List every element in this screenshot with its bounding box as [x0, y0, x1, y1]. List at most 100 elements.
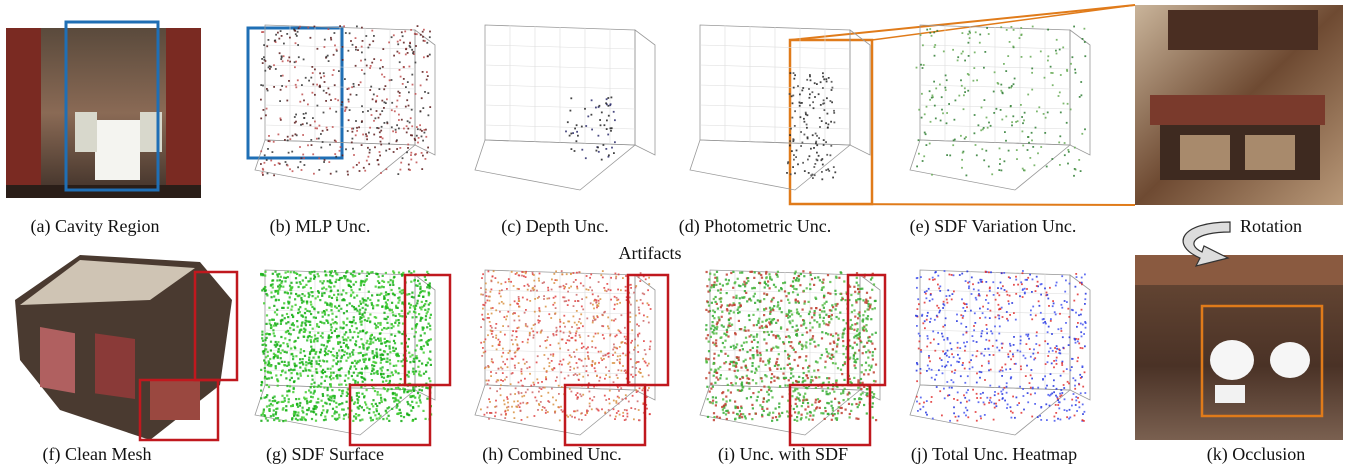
- point: [752, 407, 754, 409]
- point: [559, 348, 561, 350]
- point: [363, 409, 365, 411]
- point: [926, 370, 928, 372]
- point: [341, 277, 343, 279]
- point: [716, 328, 718, 330]
- point: [531, 328, 533, 330]
- point: [642, 389, 644, 391]
- point: [345, 345, 347, 347]
- point: [850, 294, 852, 296]
- point: [570, 273, 572, 275]
- point: [385, 380, 387, 382]
- point: [706, 300, 708, 302]
- point: [427, 362, 429, 364]
- point: [994, 407, 996, 409]
- point: [825, 332, 827, 334]
- point: [603, 338, 605, 340]
- point: [610, 334, 612, 336]
- point: [739, 349, 741, 351]
- point: [485, 289, 487, 291]
- point: [973, 67, 975, 69]
- point: [384, 398, 386, 400]
- point: [390, 279, 392, 281]
- point: [500, 367, 502, 369]
- point: [307, 280, 309, 282]
- point: [482, 308, 484, 310]
- point: [931, 174, 933, 176]
- point: [287, 345, 289, 347]
- point: [332, 408, 334, 410]
- point: [820, 81, 822, 83]
- photo-cavity: [6, 28, 201, 198]
- point: [518, 382, 520, 384]
- point: [313, 316, 315, 318]
- point: [593, 396, 595, 398]
- point: [786, 410, 788, 412]
- point: [1024, 112, 1026, 114]
- point: [778, 416, 780, 418]
- point: [322, 360, 324, 362]
- point: [1061, 392, 1063, 394]
- point: [788, 379, 790, 381]
- zoom-line: [790, 5, 1135, 40]
- point: [358, 126, 360, 128]
- point: [303, 336, 305, 338]
- point: [392, 374, 394, 376]
- point: [295, 33, 297, 35]
- point: [362, 330, 364, 332]
- point: [291, 353, 293, 355]
- point: [529, 373, 531, 375]
- point: [737, 370, 739, 372]
- point: [805, 416, 807, 418]
- point: [801, 414, 803, 416]
- point: [372, 405, 374, 407]
- point: [327, 280, 329, 282]
- point: [277, 341, 279, 343]
- point: [273, 141, 275, 143]
- point: [361, 105, 363, 107]
- point: [802, 309, 804, 311]
- point: [348, 50, 350, 52]
- point: [758, 391, 760, 393]
- point: [384, 318, 386, 320]
- point: [377, 304, 379, 306]
- point: [295, 42, 297, 44]
- point: [275, 299, 277, 301]
- point: [1056, 53, 1058, 55]
- point: [636, 300, 638, 302]
- point: [380, 367, 382, 369]
- point: [833, 110, 835, 112]
- point: [526, 367, 528, 369]
- point: [825, 391, 827, 393]
- point: [511, 339, 513, 341]
- point: [303, 331, 305, 333]
- point: [777, 301, 779, 303]
- point: [720, 336, 722, 338]
- point: [264, 162, 266, 164]
- point: [374, 146, 376, 148]
- point: [286, 313, 288, 315]
- point: [342, 321, 344, 323]
- point: [481, 277, 483, 279]
- point: [754, 293, 756, 295]
- point: [599, 119, 601, 121]
- point: [734, 401, 736, 403]
- point: [301, 410, 303, 412]
- point: [821, 310, 823, 312]
- point: [420, 34, 422, 36]
- point: [1054, 420, 1056, 422]
- point: [779, 385, 781, 387]
- point: [1047, 29, 1049, 31]
- point: [409, 361, 411, 363]
- point: [771, 279, 773, 281]
- point: [841, 412, 843, 414]
- point: [514, 365, 516, 367]
- point: [792, 320, 794, 322]
- point: [396, 407, 398, 409]
- point: [721, 304, 723, 306]
- point: [639, 312, 641, 314]
- point: [376, 370, 378, 372]
- point: [809, 343, 811, 345]
- point: [326, 409, 328, 411]
- point: [363, 361, 365, 363]
- point: [811, 278, 813, 280]
